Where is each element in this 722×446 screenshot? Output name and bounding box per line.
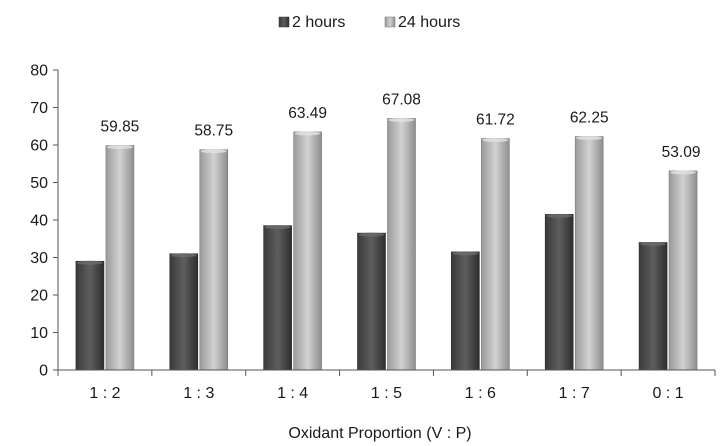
y-tick-label: 70 <box>30 100 48 117</box>
bar-2-hours <box>451 251 480 371</box>
bar-2-hours-top <box>452 251 479 256</box>
legend-label-24-hours: 24 hours <box>398 14 460 31</box>
data-label: 63.49 <box>288 105 327 122</box>
y-tick-label: 60 <box>30 138 48 155</box>
bar-2-hours <box>75 260 105 371</box>
y-tick-label: 40 <box>30 213 48 230</box>
bar-24-hours <box>293 131 322 371</box>
bar-24-hours-top <box>670 170 697 175</box>
data-label: 62.25 <box>570 110 609 127</box>
x-tick-label: 1 : 7 <box>559 385 590 402</box>
bar-2-hours-top <box>170 253 197 258</box>
data-label: 53.09 <box>662 144 701 161</box>
bar-24-hours <box>481 138 510 371</box>
bar-2-hours-top <box>76 260 103 265</box>
bar-24-hours <box>574 136 604 371</box>
bar-24-hours <box>668 170 698 371</box>
bar-2-hours-top <box>640 242 667 246</box>
data-label: 58.75 <box>194 123 233 140</box>
y-tick-label: 10 <box>30 325 48 342</box>
bar-2-hours <box>357 232 386 371</box>
bar-24-hours <box>105 145 135 371</box>
bar-24-hours-top <box>388 117 415 122</box>
data-label: 59.85 <box>101 119 140 136</box>
x-tick-label: 1 : 4 <box>277 385 308 402</box>
bar-2-hours-top <box>264 225 291 230</box>
bars <box>75 117 698 371</box>
data-label: 67.08 <box>382 91 421 108</box>
bar-24-hours <box>199 149 229 371</box>
y-tick-label: 30 <box>30 250 48 267</box>
legend-swatch-2-hours <box>278 16 290 28</box>
bar-24-hours-top <box>200 149 227 154</box>
y-tick-label: 20 <box>30 288 48 305</box>
y-axis: 0 10 20 30 40 50 60 70 80 <box>30 63 59 380</box>
x-tick-label: 1 : 5 <box>371 385 402 402</box>
legend: 2 hours 24 hours <box>278 14 460 31</box>
y-tick-label: 80 <box>30 63 48 80</box>
y-tick-label: 50 <box>30 175 48 192</box>
x-tick-label: 1 : 2 <box>89 385 120 402</box>
bar-2-hours-top <box>358 232 385 237</box>
data-label: 61.72 <box>476 112 515 129</box>
bar-24-hours <box>387 118 416 371</box>
legend-swatch-24-hours <box>384 16 396 28</box>
x-tick-label: 1 : 6 <box>465 385 496 402</box>
legend-label-2-hours: 2 hours <box>292 14 345 31</box>
bar-24-hours-top <box>576 136 603 141</box>
data-labels: 59.85 58.75 63.49 67.08 61.72 62.25 53.09 <box>101 91 701 160</box>
bar-2-hours-top <box>546 213 573 218</box>
bar-24-hours-top <box>482 138 509 143</box>
bar-2-hours <box>169 253 199 371</box>
bar-24-hours-top <box>106 145 133 150</box>
y-tick-label: 0 <box>39 363 48 380</box>
bar-24-hours-top <box>294 131 321 136</box>
bar-2-hours <box>638 242 668 371</box>
x-tick-label: 1 : 3 <box>183 385 214 402</box>
bar-2-hours <box>544 214 574 371</box>
x-axis: 1 : 2 1 : 3 1 : 4 1 : 5 1 : 6 1 : 7 0 : 1 <box>57 369 716 402</box>
x-tick-label: 0 : 1 <box>653 385 684 402</box>
x-axis-title: Oxidant Proportion (V : P) <box>288 425 471 442</box>
bar-2-hours <box>263 225 292 371</box>
